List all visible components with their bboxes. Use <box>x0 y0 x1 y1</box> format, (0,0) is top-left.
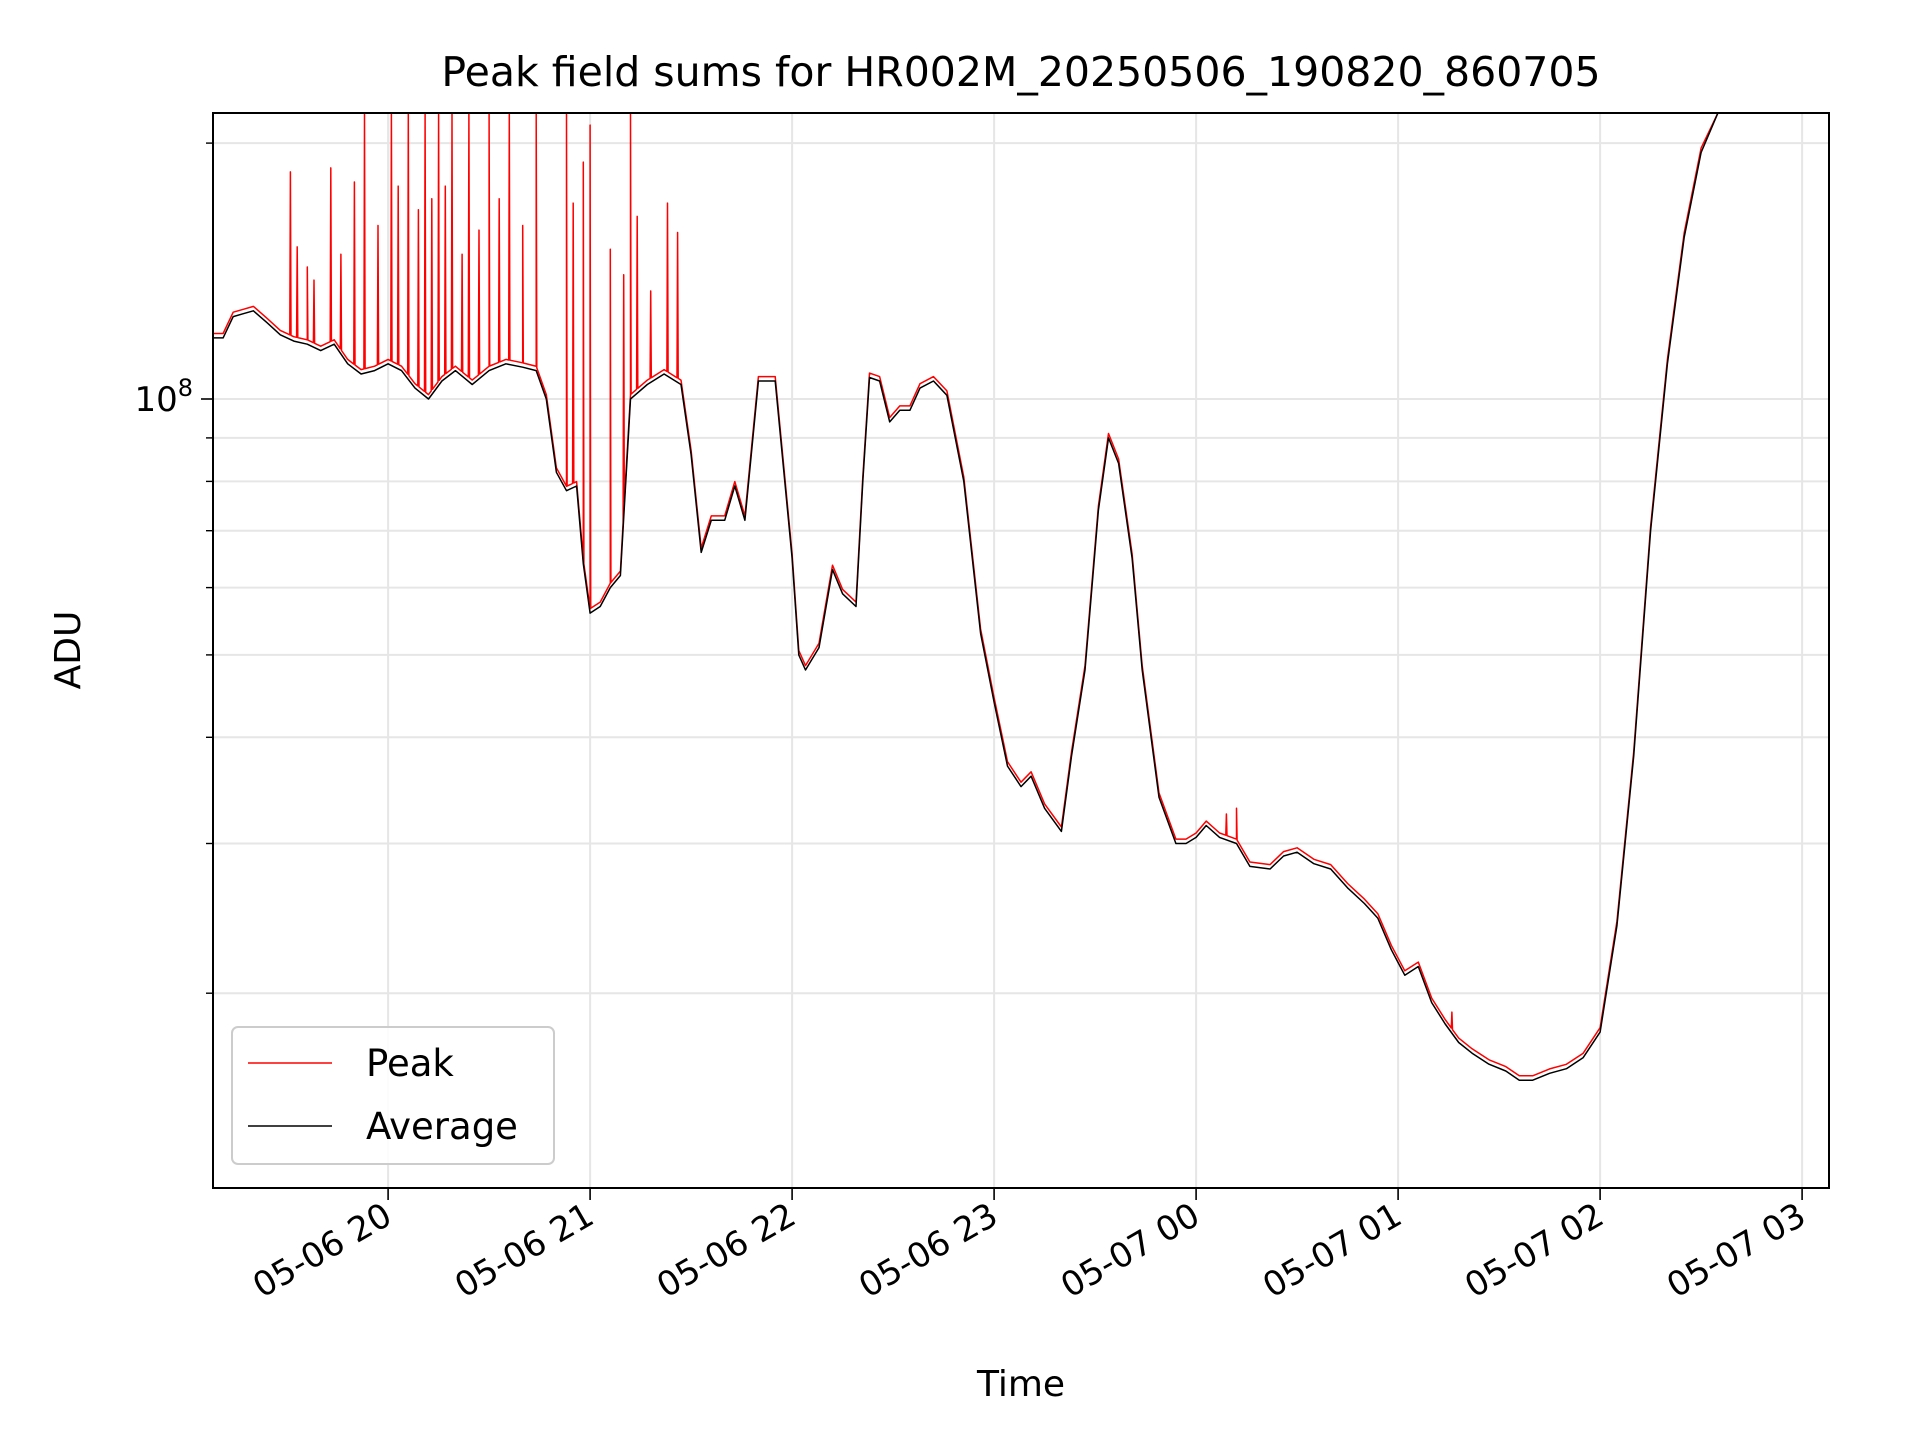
y-axis-label: ADU <box>48 611 89 690</box>
average-series-line <box>213 112 1829 1081</box>
legend-box <box>231 1026 555 1165</box>
legend: Peak Average <box>231 1026 555 1165</box>
peak-series-line <box>213 112 1829 1077</box>
grid <box>213 113 1829 1188</box>
y-tick-label: 108 <box>134 374 193 420</box>
x-axis-label: Time <box>976 1364 1065 1405</box>
legend-average-label: Average <box>366 1105 518 1148</box>
legend-peak-label: Peak <box>366 1042 454 1085</box>
series <box>213 112 1829 1081</box>
chart-title: Peak field sums for HR002M_20250506_1908… <box>441 48 1600 96</box>
plot-frame <box>212 112 1830 1189</box>
